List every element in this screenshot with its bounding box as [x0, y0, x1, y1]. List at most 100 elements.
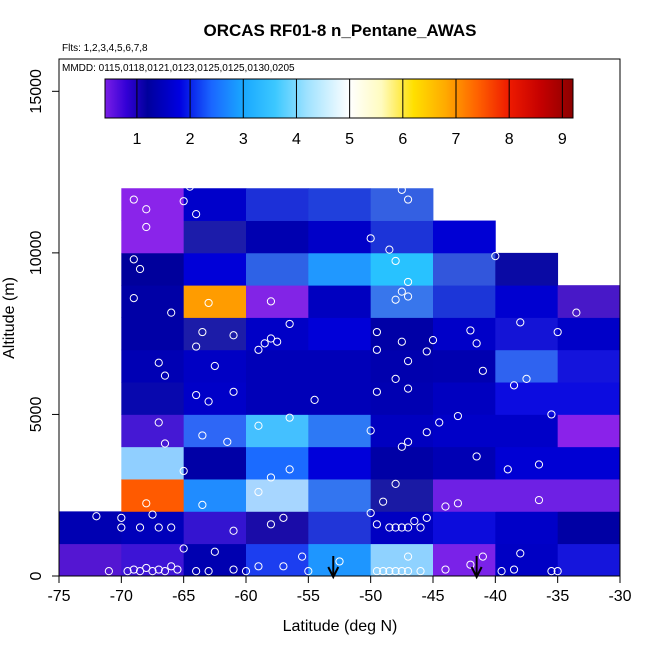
x-tick-label: -35	[546, 588, 569, 605]
sample-point	[391, 256, 400, 266]
heatmap-cell	[370, 285, 434, 318]
heatmap-cell	[308, 511, 372, 545]
sample-point	[142, 563, 151, 573]
sample-point	[391, 523, 400, 532]
heatmap-cell	[370, 446, 434, 480]
sample-point	[173, 565, 182, 574]
sample-point	[179, 197, 188, 206]
sample-point	[129, 195, 138, 204]
heatmap-cell	[246, 511, 309, 545]
heatmap-cell	[308, 543, 372, 577]
sample-point	[254, 421, 263, 430]
y-tick-label: 5000	[28, 397, 45, 433]
colorbar-tick-label: 1	[132, 131, 141, 148]
heatmap-cell	[246, 382, 309, 415]
heatmap-cell	[121, 479, 185, 512]
heatmap-cell	[183, 382, 247, 415]
dates-note: MMDD: 0115,0118,0121,0123,0125,0125,0130…	[62, 63, 295, 74]
heatmap-cell	[308, 414, 372, 448]
sample-point	[160, 371, 170, 380]
heatmap-cell	[370, 252, 434, 286]
sample-point	[547, 567, 556, 576]
heatmap-cell	[495, 446, 559, 480]
sample-point	[310, 395, 319, 404]
heatmap-cell	[183, 188, 247, 221]
sample-point	[397, 442, 406, 451]
sample-point	[397, 185, 406, 194]
colorbar-tick-label: 2	[186, 131, 195, 148]
sample-point	[135, 567, 145, 576]
colorbar-tick-label: 4	[292, 131, 301, 148]
sample-point	[210, 547, 219, 556]
sample-point	[391, 295, 400, 304]
heatmap-cell	[557, 317, 621, 351]
flight_arrow_2	[470, 556, 483, 580]
sample-point	[397, 337, 406, 346]
sample-point	[491, 252, 500, 261]
sample-point	[192, 342, 201, 351]
heatmap-cell	[495, 414, 559, 448]
flights-note: Flts: 1,2,3,4,5,6,7,8	[62, 43, 148, 54]
sample-point	[509, 565, 519, 574]
heatmap-cell	[59, 511, 122, 545]
y-axis-label: Altitude (m)	[1, 277, 18, 359]
y-tick-label: 15000	[28, 69, 45, 114]
heatmap-cell	[246, 414, 309, 448]
heatmap-cell	[246, 252, 309, 286]
sample-point	[335, 557, 344, 566]
sample-point	[453, 411, 463, 421]
sample-point	[285, 319, 294, 329]
heatmap-cell	[433, 446, 496, 480]
sample-point	[403, 384, 413, 393]
sample-point	[154, 418, 163, 427]
heatmap-cell	[308, 446, 372, 480]
sample-point	[472, 339, 481, 348]
x-tick-label: -30	[608, 588, 631, 605]
sample-point	[410, 516, 419, 526]
sample-point	[198, 431, 207, 440]
heatmap-cell	[308, 382, 372, 415]
heatmap-cell	[370, 382, 434, 415]
sample-point	[279, 513, 288, 522]
sample-point	[453, 499, 463, 508]
heatmap-cell	[121, 414, 185, 448]
heatmap-cell	[433, 252, 496, 286]
heatmap-cell	[246, 543, 309, 577]
sample-point	[266, 334, 276, 343]
sample-point	[160, 567, 170, 576]
sample-point	[422, 428, 431, 437]
sample-point	[154, 358, 163, 367]
sample-point	[403, 523, 413, 532]
sample-point	[210, 361, 219, 371]
heatmap-cell	[557, 543, 621, 577]
sample-point	[142, 222, 151, 232]
heatmap-cell	[246, 349, 309, 383]
heatmap-cell	[308, 285, 372, 318]
x-tick-label: -40	[484, 588, 507, 605]
heatmap-cell	[121, 317, 185, 351]
sample-point	[397, 287, 406, 296]
sample-point	[129, 294, 138, 303]
colorbar	[104, 78, 574, 119]
heatmap-cell	[121, 220, 185, 254]
sample-point	[372, 327, 381, 337]
sample-point	[229, 387, 238, 396]
sample-point	[298, 552, 307, 561]
heatmap-cell	[183, 285, 247, 318]
sample-point	[403, 195, 413, 204]
sample-point	[117, 513, 126, 522]
sample-point	[366, 508, 375, 518]
heatmap-cell	[433, 349, 496, 383]
heatmap-cell	[308, 479, 372, 512]
heatmap-cell	[183, 317, 247, 351]
sample-point	[142, 205, 151, 214]
sample-point	[167, 308, 176, 317]
sample-point	[428, 336, 438, 345]
sample-point	[366, 426, 375, 435]
heatmap-cell	[433, 479, 496, 512]
sample-point	[229, 526, 238, 535]
sample-point	[104, 567, 113, 576]
sample-point	[204, 397, 213, 406]
sample-point	[403, 567, 413, 576]
sample-point	[379, 497, 388, 506]
